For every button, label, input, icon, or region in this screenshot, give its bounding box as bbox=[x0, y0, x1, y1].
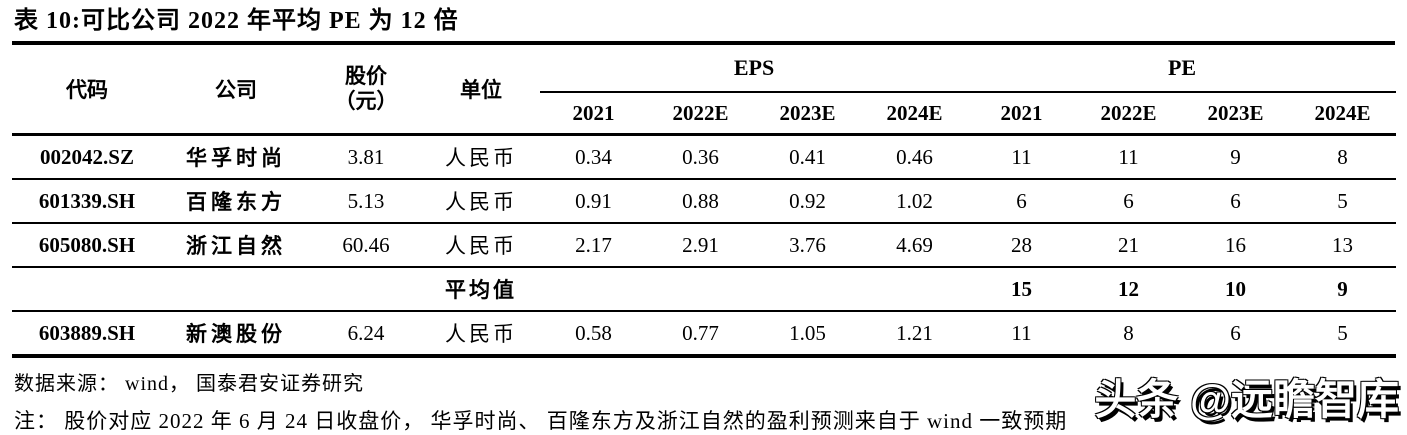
cell-pe-2021: 28 bbox=[968, 223, 1076, 268]
table-row: 603889.SH 新澳股份 6.24 人民币 0.58 0.77 1.05 1… bbox=[12, 311, 1397, 358]
header-company: 公司 bbox=[162, 45, 310, 136]
cell-unit: 人民币 bbox=[422, 179, 540, 224]
cell-eps-2023e: 0.41 bbox=[754, 134, 861, 180]
cell-company: 浙江自然 bbox=[162, 223, 310, 268]
cell-eps-2021: 2.17 bbox=[540, 223, 647, 268]
header-year-row: 2021 2022E 2023E 2024E 2021 2022E 2023E … bbox=[12, 92, 1397, 136]
cell-pe-2024e: 8 bbox=[1289, 134, 1397, 180]
average-row: 平均值 15 12 10 9 bbox=[12, 267, 1397, 312]
cell-eps-2024e: 0.46 bbox=[861, 134, 969, 180]
cell-pe-2023e: 10 bbox=[1182, 267, 1290, 312]
cell-code: 002042.SZ bbox=[12, 134, 162, 180]
header-price-line2: （元） bbox=[334, 89, 398, 113]
cell-pe-2024e: 5 bbox=[1289, 179, 1397, 224]
cell-price: 3.81 bbox=[310, 134, 422, 180]
cell-company: 百隆东方 bbox=[162, 179, 310, 224]
cell-eps-2023e: 1.05 bbox=[754, 311, 861, 358]
cell-eps-2021: 0.58 bbox=[540, 311, 647, 358]
header-unit: 单位 bbox=[422, 45, 540, 136]
header-price: 股价 （元） bbox=[310, 45, 422, 136]
cell-eps-2023e bbox=[754, 267, 861, 312]
cell-code: 601339.SH bbox=[12, 179, 162, 224]
header-eps-2024e: 2024E bbox=[861, 92, 969, 136]
data-source-note: 数据来源： wind， 国泰君安证券研究 bbox=[14, 373, 364, 395]
cell-eps-2022e: 0.36 bbox=[647, 134, 754, 180]
header-eps-2021: 2021 bbox=[540, 92, 647, 136]
header-group-row: 代码 公司 股价 （元） 单位 EPS PE bbox=[12, 45, 1397, 136]
cell-average-label: 平均值 bbox=[422, 267, 540, 312]
cell-eps-2024e: 1.02 bbox=[861, 179, 969, 224]
cell-price: 60.46 bbox=[310, 223, 422, 268]
cell-price: 5.13 bbox=[310, 179, 422, 224]
cell-pe-2022e: 6 bbox=[1075, 179, 1183, 224]
header-pe-2022e: 2022E bbox=[1075, 92, 1183, 136]
cell-company: 新澳股份 bbox=[162, 311, 310, 358]
comparable-companies-table: 代码 公司 股价 （元） 单位 EPS PE 2021 2022E 2023E … bbox=[12, 45, 1397, 358]
cell-eps-2024e: 1.21 bbox=[861, 311, 969, 358]
cell-code: 605080.SH bbox=[12, 223, 162, 268]
header-code: 代码 bbox=[12, 45, 162, 136]
cell-pe-2023e: 16 bbox=[1182, 223, 1290, 268]
cell-pe-2021: 11 bbox=[968, 134, 1076, 180]
table-title: 表 10:可比公司 2022 年平均 PE 为 12 倍 bbox=[14, 8, 459, 34]
cell-pe-2023e: 9 bbox=[1182, 134, 1290, 180]
header-pe-group: PE bbox=[968, 45, 1397, 93]
header-eps-2023e: 2023E bbox=[754, 92, 861, 136]
header-pe-2021: 2021 bbox=[968, 92, 1076, 136]
cell-company: 华孚时尚 bbox=[162, 134, 310, 180]
cell-code bbox=[12, 267, 162, 312]
cell-price bbox=[310, 267, 422, 312]
table-row: 002042.SZ 华孚时尚 3.81 人民币 0.34 0.36 0.41 0… bbox=[12, 134, 1397, 180]
cell-pe-2022e: 11 bbox=[1075, 134, 1183, 180]
cell-pe-2023e: 6 bbox=[1182, 311, 1290, 358]
table-row: 601339.SH 百隆东方 5.13 人民币 0.91 0.88 0.92 1… bbox=[12, 179, 1397, 224]
cell-unit: 人民币 bbox=[422, 311, 540, 358]
header-pe-2023e: 2023E bbox=[1182, 92, 1290, 136]
cell-pe-2022e: 8 bbox=[1075, 311, 1183, 358]
cell-pe-2024e: 13 bbox=[1289, 223, 1397, 268]
table-row: 605080.SH 浙江自然 60.46 人民币 2.17 2.91 3.76 … bbox=[12, 223, 1397, 268]
cell-eps-2023e: 0.92 bbox=[754, 179, 861, 224]
table-title-bar: 表 10:可比公司 2022 年平均 PE 为 12 倍 bbox=[12, 0, 1395, 45]
cell-eps-2024e bbox=[861, 267, 969, 312]
cell-eps-2024e: 4.69 bbox=[861, 223, 969, 268]
cell-eps-2023e: 3.76 bbox=[754, 223, 861, 268]
cell-pe-2022e: 12 bbox=[1075, 267, 1183, 312]
cell-eps-2021: 0.34 bbox=[540, 134, 647, 180]
cell-unit: 人民币 bbox=[422, 134, 540, 180]
cell-pe-2023e: 6 bbox=[1182, 179, 1290, 224]
cell-code: 603889.SH bbox=[12, 311, 162, 358]
cell-pe-2021: 11 bbox=[968, 311, 1076, 358]
header-eps-group: EPS bbox=[540, 45, 969, 93]
cell-pe-2022e: 21 bbox=[1075, 223, 1183, 268]
cell-eps-2021: 0.91 bbox=[540, 179, 647, 224]
header-eps-2022e: 2022E bbox=[647, 92, 754, 136]
cell-eps-2022e bbox=[647, 267, 754, 312]
cell-pe-2024e: 9 bbox=[1289, 267, 1397, 312]
cell-price: 6.24 bbox=[310, 311, 422, 358]
cell-company bbox=[162, 267, 310, 312]
cell-pe-2024e: 5 bbox=[1289, 311, 1397, 358]
cell-eps-2022e: 2.91 bbox=[647, 223, 754, 268]
watermark-toutiao-yuanzhan: 头条 @远瞻智库 bbox=[1094, 376, 1399, 423]
cell-unit: 人民币 bbox=[422, 223, 540, 268]
cell-pe-2021: 15 bbox=[968, 267, 1076, 312]
cell-pe-2021: 6 bbox=[968, 179, 1076, 224]
header-price-line1: 股价 bbox=[345, 64, 387, 88]
cell-eps-2022e: 0.77 bbox=[647, 311, 754, 358]
cell-eps-2021 bbox=[540, 267, 647, 312]
cell-eps-2022e: 0.88 bbox=[647, 179, 754, 224]
header-pe-2024e: 2024E bbox=[1289, 92, 1397, 136]
